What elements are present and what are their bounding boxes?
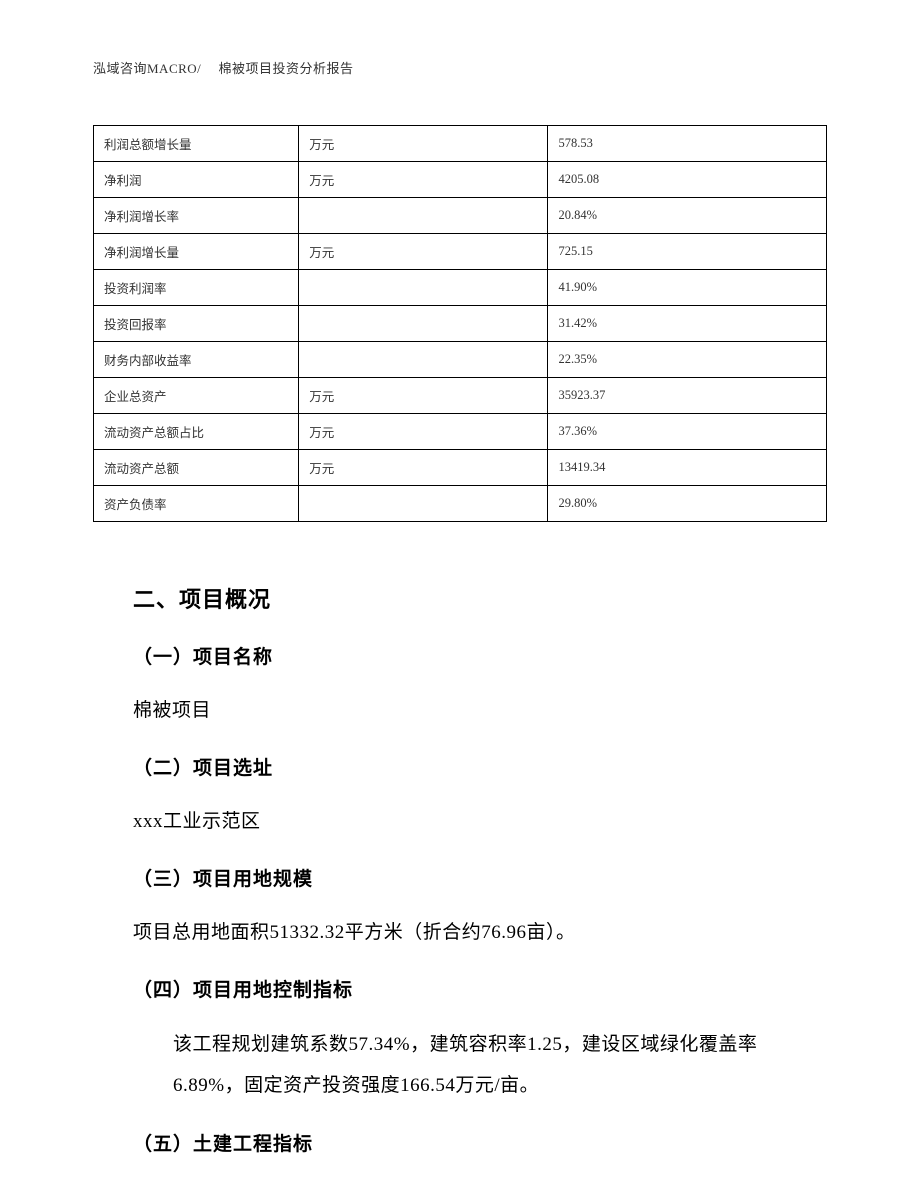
table-cell-unit: 万元 [299, 414, 548, 450]
table-cell-unit [299, 306, 548, 342]
table-row: 流动资产总额占比万元37.36% [94, 414, 827, 450]
table-cell-label: 企业总资产 [94, 378, 299, 414]
table-cell-value: 37.36% [548, 414, 827, 450]
table-cell-value: 22.35% [548, 342, 827, 378]
table-cell-label: 流动资产总额 [94, 450, 299, 486]
financial-table: 利润总额增长量万元578.53净利润万元4205.08净利润增长率20.84%净… [93, 125, 827, 522]
table-cell-value: 725.15 [548, 234, 827, 270]
table-cell-unit [299, 198, 548, 234]
table-cell-unit: 万元 [299, 450, 548, 486]
table-row: 投资回报率 31.42% [94, 306, 827, 342]
table-row: 企业总资产万元35923.37 [94, 378, 827, 414]
table-row: 流动资产总额万元13419.34 [94, 450, 827, 486]
table-cell-unit: 万元 [299, 126, 548, 162]
table-row: 净利润万元4205.08 [94, 162, 827, 198]
table-row: 投资利润率 41.90% [94, 270, 827, 306]
table-cell-value: 13419.34 [548, 450, 827, 486]
table-cell-label: 财务内部收益率 [94, 342, 299, 378]
table-cell-value: 41.90% [548, 270, 827, 306]
table-cell-value: 578.53 [548, 126, 827, 162]
table-cell-value: 35923.37 [548, 378, 827, 414]
table-cell-label: 净利润增长量 [94, 234, 299, 270]
table-cell-label: 投资利润率 [94, 270, 299, 306]
table-cell-label: 净利润增长率 [94, 198, 299, 234]
text-land-control: 该工程规划建筑系数57.34%，建筑容积率1.25，建设区域绿化覆盖率6.89%… [93, 1024, 827, 1108]
page-header: 泓域咨询MACRO/ 棉被项目投资分析报告 [93, 58, 827, 77]
table-row: 净利润增长率 20.84% [94, 198, 827, 234]
table-cell-label: 投资回报率 [94, 306, 299, 342]
subtitle-land-scale: （三）项目用地规模 [133, 864, 827, 891]
text-project-location: xxx工业示范区 [133, 802, 827, 842]
subtitle-project-location: （二）项目选址 [133, 753, 827, 780]
table-cell-value: 31.42% [548, 306, 827, 342]
table-row: 利润总额增长量万元578.53 [94, 126, 827, 162]
table-cell-unit [299, 486, 548, 522]
section-title-overview: 二、项目概况 [133, 582, 827, 614]
text-project-name: 棉被项目 [133, 691, 827, 731]
subtitle-civil-engineering: （五）土建工程指标 [133, 1129, 827, 1156]
table-cell-unit [299, 270, 548, 306]
table-cell-value: 4205.08 [548, 162, 827, 198]
table-cell-label: 利润总额增长量 [94, 126, 299, 162]
table-cell-label: 流动资产总额占比 [94, 414, 299, 450]
table-cell-unit [299, 342, 548, 378]
table-row: 净利润增长量万元725.15 [94, 234, 827, 270]
table-cell-unit: 万元 [299, 234, 548, 270]
content-section: 二、项目概况 （一）项目名称 棉被项目 （二）项目选址 xxx工业示范区 （三）… [93, 582, 827, 1156]
table-cell-value: 29.80% [548, 486, 827, 522]
table-row: 资产负债率 29.80% [94, 486, 827, 522]
subtitle-project-name: （一）项目名称 [133, 642, 827, 669]
table-cell-unit: 万元 [299, 162, 548, 198]
table-cell-label: 资产负债率 [94, 486, 299, 522]
text-land-scale: 项目总用地面积51332.32平方米（折合约76.96亩）。 [133, 913, 827, 953]
table-cell-unit: 万元 [299, 378, 548, 414]
table-row: 财务内部收益率 22.35% [94, 342, 827, 378]
subtitle-land-control: （四）项目用地控制指标 [133, 975, 827, 1002]
table-cell-label: 净利润 [94, 162, 299, 198]
table-cell-value: 20.84% [548, 198, 827, 234]
